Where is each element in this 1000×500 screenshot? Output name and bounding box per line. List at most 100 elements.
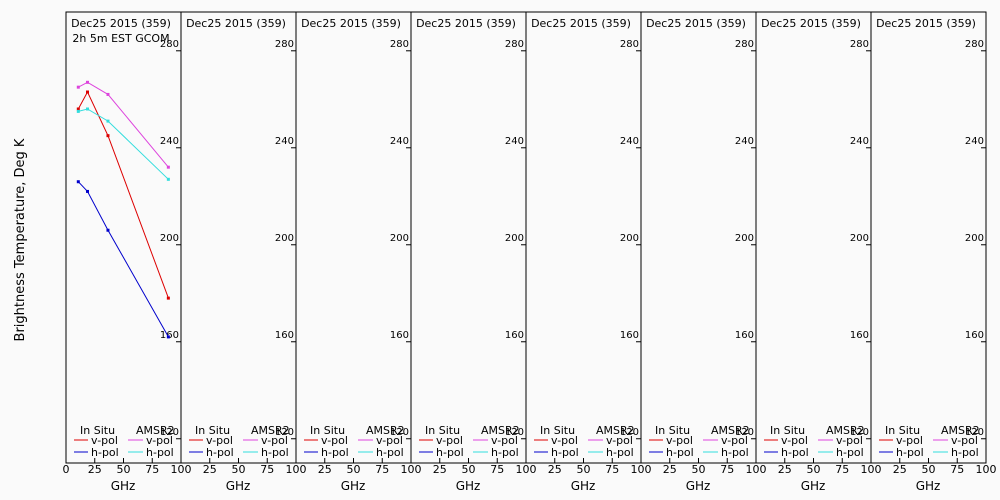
legend-label-amsr2-v: v-pol: [721, 434, 748, 447]
x-tick-label: 50: [577, 463, 591, 476]
y-tick-label: 160: [160, 330, 179, 341]
x-axis-label: GHz: [341, 479, 366, 493]
y-tick-label: 160: [965, 330, 984, 341]
panel-title: Dec25 2015 (359): [876, 17, 976, 30]
data-point: [86, 189, 90, 193]
data-point: [106, 228, 110, 232]
y-tick-label: 200: [390, 233, 409, 244]
data-point: [76, 107, 80, 111]
data-point: [76, 109, 80, 113]
y-tick-label: 120: [850, 427, 869, 438]
series-line-3: [78, 81, 169, 168]
chart-panel-7: Dec25 2015 (359) 120 160 200 240 280 25 50 75 100…: [755, 11, 882, 493]
y-tick-label: 120: [160, 427, 179, 438]
legend-label-amsr2-h: h-pol: [836, 446, 864, 459]
y-tick-label: 280: [965, 39, 984, 50]
data-point: [166, 177, 170, 181]
y-tick-label: 240: [965, 136, 984, 147]
y-tick-label: 120: [965, 427, 984, 438]
panel-title: Dec25 2015 (359): [301, 17, 401, 30]
legend-label-insitu-v: v-pol: [781, 434, 808, 447]
x-tick-label: 75: [605, 463, 619, 476]
data-point: [106, 92, 110, 96]
x-tick-label: 75: [720, 463, 734, 476]
panel-title: Dec25 2015 (359): [416, 17, 516, 30]
data-point: [86, 80, 90, 84]
y-tick-label: 160: [275, 330, 294, 341]
legend-title-amsr2: AMSR2: [941, 424, 980, 437]
x-axis-label: GHz: [111, 479, 136, 493]
y-tick-label: 280: [850, 39, 869, 50]
panel-title: Dec25 2015 (359): [186, 17, 286, 30]
y-tick-label: 280: [275, 39, 294, 50]
data-point: [86, 90, 90, 94]
y-tick-label: 240: [620, 136, 639, 147]
legend-label-amsr2-v: v-pol: [836, 434, 863, 447]
legend-label-insitu-v: v-pol: [321, 434, 348, 447]
x-tick-label: 100: [976, 463, 997, 476]
x-tick-label: 25: [318, 463, 332, 476]
data-point: [76, 85, 80, 89]
legend-title-amsr2: AMSR2: [136, 424, 175, 437]
x-tick-label: 0: [63, 463, 70, 476]
legend-label-amsr2-h: h-pol: [376, 446, 404, 459]
legend-title-amsr2: AMSR2: [826, 424, 865, 437]
x-axis-label: GHz: [226, 479, 251, 493]
x-tick-label: 100: [746, 463, 767, 476]
x-tick-label: 75: [490, 463, 504, 476]
y-tick-label: 240: [505, 136, 524, 147]
x-tick-label: 75: [950, 463, 964, 476]
legend-label-amsr2-v: v-pol: [606, 434, 633, 447]
x-tick-label: 75: [375, 463, 389, 476]
x-tick-label: 100: [861, 463, 882, 476]
legend-title-insitu: In Situ: [540, 424, 575, 437]
x-tick-label: 100: [516, 463, 537, 476]
legend-label-amsr2-v: v-pol: [261, 434, 288, 447]
x-tick-label: 50: [807, 463, 821, 476]
y-axis-label: Brightness Temperature, Deg K: [13, 138, 28, 341]
x-axis-label: GHz: [801, 479, 826, 493]
y-tick-label: 240: [390, 136, 409, 147]
data-point: [166, 335, 170, 339]
x-tick-label: 75: [260, 463, 274, 476]
legend-label-amsr2-h: h-pol: [721, 446, 749, 459]
y-tick-label: 160: [505, 330, 524, 341]
y-tick-label: 280: [620, 39, 639, 50]
legend-title-insitu: In Situ: [885, 424, 920, 437]
legend-label-insitu-v: v-pol: [666, 434, 693, 447]
legend-label-insitu-h: h-pol: [896, 446, 924, 459]
y-tick-label: 200: [850, 233, 869, 244]
x-tick-label: 25: [893, 463, 907, 476]
panel-title: Dec25 2015 (359): [761, 17, 861, 30]
x-tick-label: 50: [692, 463, 706, 476]
y-tick-label: 200: [505, 233, 524, 244]
legend-label-amsr2-v: v-pol: [146, 434, 173, 447]
x-tick-label: 25: [88, 463, 102, 476]
y-tick-label: 280: [735, 39, 754, 50]
legend-title-amsr2: AMSR2: [481, 424, 520, 437]
x-tick-label: 25: [778, 463, 792, 476]
legend-label-insitu-h: h-pol: [551, 446, 579, 459]
y-tick-label: 200: [275, 233, 294, 244]
legend-label-insitu-v: v-pol: [206, 434, 233, 447]
x-tick-label: 100: [171, 463, 192, 476]
legend-label-amsr2-h: h-pol: [261, 446, 289, 459]
x-tick-label: 100: [401, 463, 422, 476]
x-tick-label: 25: [433, 463, 447, 476]
y-tick-label: 240: [735, 136, 754, 147]
y-tick-label: 240: [275, 136, 294, 147]
panel-title: Dec25 2015 (359): [71, 17, 171, 30]
data-point: [76, 180, 80, 184]
series-line-1: [77, 90, 169, 299]
y-tick-label: 120: [735, 427, 754, 438]
x-tick-label: 50: [232, 463, 246, 476]
x-tick-label: 75: [145, 463, 159, 476]
y-tick-label: 200: [620, 233, 639, 244]
legend-title-insitu: In Situ: [655, 424, 690, 437]
chart-panel-8: Dec25 2015 (359) 120 160 200 240 280 25 50 75 100…: [870, 11, 997, 493]
data-point: [106, 119, 110, 123]
data-point: [166, 296, 170, 300]
legend-label-insitu-h: h-pol: [666, 446, 694, 459]
series-line-2: [77, 181, 169, 338]
